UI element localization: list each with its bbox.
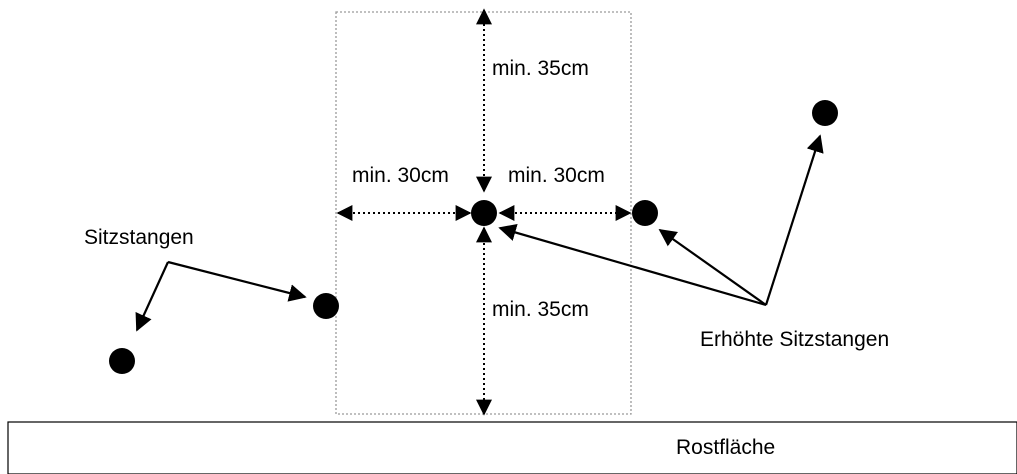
raised-perches-label: Erhöhte Sitzstangen (700, 328, 889, 351)
perch-dot-right (632, 200, 658, 226)
perches-pointer-left (167, 260, 307, 302)
dimension-label-right: min. 30cm (508, 164, 605, 187)
perch-dot-left (313, 293, 339, 319)
raised-perches-pointer-upper-right (764, 134, 824, 306)
floor-area (7, 421, 1017, 474)
dimension-label-bottom: min. 35cm (492, 298, 589, 321)
floor-label: Rostfläche (676, 436, 775, 459)
raised-perches-pointer-right (658, 228, 767, 306)
dimension-label-left: min. 30cm (352, 164, 449, 187)
perch-dot-center (471, 200, 497, 226)
perch-dot-upper-right (812, 100, 838, 126)
perch-dot-lower-left (109, 348, 135, 374)
perches-pointer-lower-left (135, 261, 170, 332)
dimension-label-top: min. 35cm (492, 57, 589, 80)
raised-perches-pointer-center (498, 223, 767, 307)
perches-label: Sitzstangen (84, 226, 194, 249)
